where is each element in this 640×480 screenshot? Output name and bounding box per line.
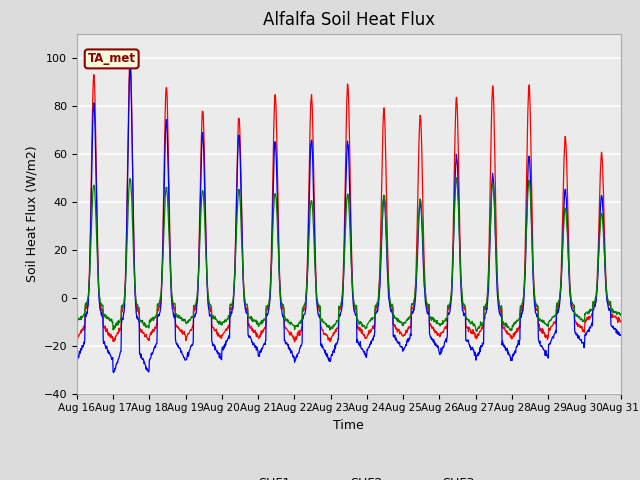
SHF3 — [617, 312, 625, 318]
SHF3 — [452, 175, 460, 180]
SHF2 — [505, 351, 513, 357]
Y-axis label: Soil Heat Flux (W/m2): Soil Heat Flux (W/m2) — [25, 145, 38, 282]
SHF1 — [255, 335, 263, 340]
Text: TA_met: TA_met — [88, 52, 136, 65]
Line: SHF3: SHF3 — [77, 178, 621, 331]
SHF3 — [180, 318, 188, 324]
Legend: SHF1, SHF2, SHF3: SHF1, SHF2, SHF3 — [218, 472, 480, 480]
Line: SHF2: SHF2 — [77, 67, 621, 372]
SHF1 — [73, 334, 81, 340]
SHF3 — [194, 284, 202, 290]
SHF3 — [505, 324, 513, 330]
SHF2 — [195, 272, 202, 278]
SHF1 — [195, 276, 202, 282]
SHF2 — [434, 343, 442, 349]
SHF2 — [617, 332, 625, 337]
SHF1 — [505, 330, 513, 336]
SHF2 — [182, 357, 189, 363]
SHF2 — [255, 353, 263, 359]
SHF1 — [181, 331, 189, 337]
SHF3 — [553, 300, 561, 306]
SHF2 — [126, 64, 134, 70]
Line: SHF1: SHF1 — [77, 61, 621, 342]
SHF2 — [109, 370, 117, 375]
Title: Alfalfa Soil Heat Flux: Alfalfa Soil Heat Flux — [263, 11, 435, 29]
SHF2 — [553, 312, 561, 317]
SHF1 — [434, 331, 442, 337]
SHF3 — [433, 318, 441, 324]
SHF1 — [617, 318, 625, 324]
SHF2 — [73, 357, 81, 363]
X-axis label: Time: Time — [333, 419, 364, 432]
SHF1 — [553, 304, 561, 310]
SHF1 — [126, 59, 134, 64]
SHF3 — [474, 328, 481, 334]
SHF1 — [291, 339, 298, 345]
SHF3 — [255, 324, 262, 329]
SHF3 — [73, 318, 81, 324]
